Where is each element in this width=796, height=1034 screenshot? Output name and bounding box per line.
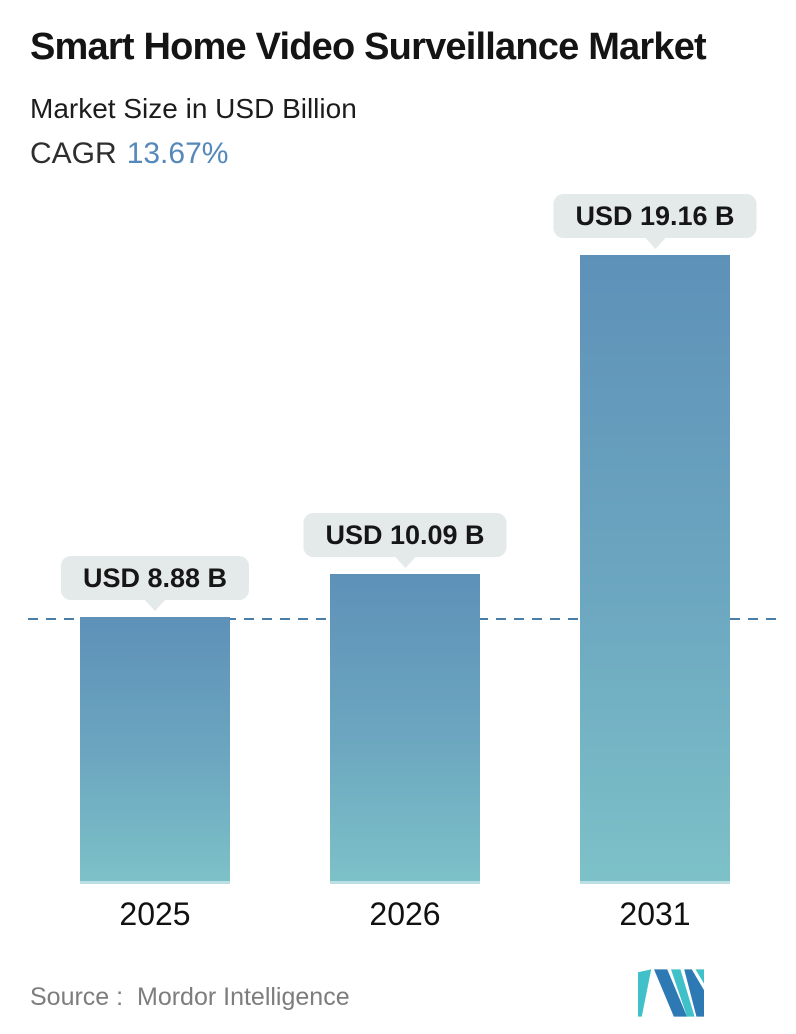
logo-blue-diagonal: [654, 969, 688, 1017]
mordor-intelligence-logo: [638, 969, 704, 1017]
logo-teal-diagonal: [671, 969, 695, 1017]
cagr-row: CAGR 13.67%: [30, 137, 786, 171]
axis-label-2031: 2031: [619, 896, 691, 932]
chart-title: Smart Home Video Surveillance Market: [30, 26, 707, 68]
cagr-value: 13.67%: [126, 137, 229, 170]
bar-2026: [330, 574, 480, 884]
axis-label-2026: 2026: [369, 896, 441, 932]
chart-subtitle: Market Size in USD Billion: [30, 93, 357, 124]
value-label: USD 8.88 B: [82, 563, 228, 593]
axis-label-2025: 2025: [119, 896, 191, 932]
chart-header: Smart Home Video Surveillance Market Mar…: [30, 0, 786, 171]
value-callout-2026: USD 10.09 B: [303, 513, 507, 557]
value-label: USD 19.16 B: [575, 201, 735, 231]
logo-blue-bar: [684, 969, 704, 1017]
value-callout-2031: USD 19.16 B: [553, 194, 757, 238]
logo-teal-left-wedge: [638, 969, 652, 1017]
value-label: USD 10.09 B: [325, 520, 485, 550]
cagr-label: CAGR: [30, 137, 117, 170]
value-callout-2025: USD 8.88 B: [60, 556, 250, 600]
bar-2031: [580, 255, 730, 884]
bar-2025: [80, 617, 230, 884]
source-text: Source : Mordor Intelligence: [30, 983, 350, 1011]
